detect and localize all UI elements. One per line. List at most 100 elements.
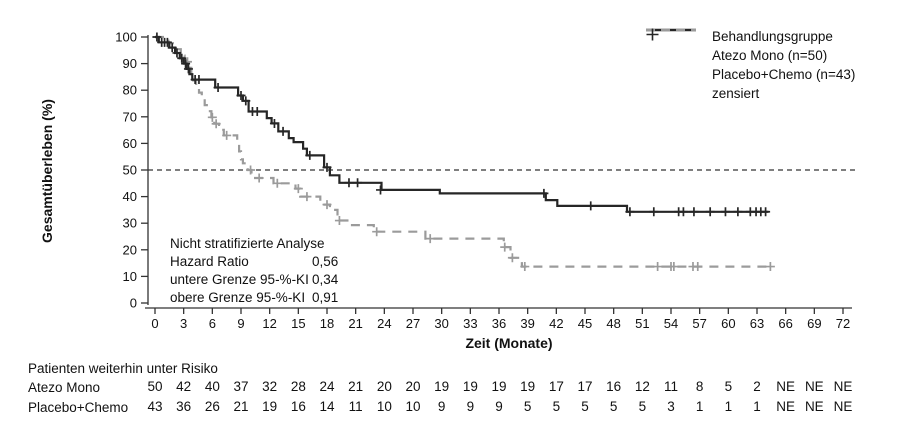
y-axis-title: Gesamtüberleben (%) — [39, 99, 55, 243]
risk-table-title: Patienten weiterhin unter Risiko — [28, 361, 218, 376]
censor-mark — [669, 262, 679, 272]
x-tick-label: 72 — [836, 316, 850, 331]
analysis-annotation: Nicht stratifizierte Analyse Hazard Rati… — [170, 235, 338, 307]
censor-mark — [278, 126, 288, 136]
censor-mark — [213, 83, 223, 93]
risk-count-placebo: 11 — [349, 399, 363, 414]
risk-count-placebo: 10 — [405, 399, 420, 414]
risk-count-placebo: 5 — [639, 399, 647, 414]
risk-count-atezo: 19 — [520, 379, 535, 394]
y-tick-label: 50 — [123, 163, 137, 178]
censor-mark — [649, 207, 659, 217]
risk-count-placebo: 3 — [667, 399, 675, 414]
risk-count-placebo: 1 — [725, 399, 733, 414]
x-tick-label: 24 — [377, 316, 391, 331]
censor-mark — [183, 64, 193, 74]
x-tick-label: 12 — [262, 316, 276, 331]
placebo-chemo-curve — [155, 35, 774, 268]
risk-count-placebo: 1 — [696, 399, 704, 414]
risk-count-placebo: 36 — [176, 399, 191, 414]
censor-mark — [500, 242, 510, 252]
x-tick-label: 63 — [750, 316, 764, 331]
censor-mark — [653, 262, 663, 272]
risk-count-atezo: 42 — [176, 379, 191, 394]
x-tick-label: 69 — [807, 316, 821, 331]
x-tick-label: 9 — [237, 316, 244, 331]
censor-mark — [586, 201, 596, 211]
censor-mark — [733, 207, 743, 217]
censor-mark — [507, 253, 517, 263]
censor-mark — [372, 227, 382, 237]
risk-count-atezo: 40 — [205, 379, 220, 394]
risk-count-atezo: 20 — [377, 379, 392, 394]
x-tick-label: 57 — [692, 316, 706, 331]
censor-mark — [152, 32, 162, 42]
censor-mark — [761, 207, 771, 217]
risk-count-placebo: 5 — [581, 399, 589, 414]
risk-count-atezo: 37 — [233, 379, 248, 394]
censor-mark — [302, 192, 312, 202]
censor-mark — [293, 184, 303, 194]
x-tick-label: 45 — [578, 316, 592, 331]
censor-mark — [353, 178, 363, 188]
atezo-mono-curve — [155, 35, 769, 213]
censor-mark — [376, 185, 386, 195]
y-tick-label: 40 — [123, 189, 137, 204]
risk-count-atezo: 19 — [491, 379, 506, 394]
x-tick-label: 48 — [606, 316, 620, 331]
x-tick-label: 30 — [434, 316, 448, 331]
censor-mark — [162, 37, 172, 47]
censor-mark — [269, 118, 279, 128]
risk-count-atezo: 11 — [664, 379, 678, 394]
annotation-title: Nicht stratifizierte Analyse — [170, 236, 325, 251]
x-tick-label: 54 — [664, 316, 678, 331]
x-tick-label: 39 — [520, 316, 534, 331]
risk-count-atezo: 50 — [147, 379, 162, 394]
censor-mark — [254, 173, 264, 183]
risk-count-atezo: 8 — [696, 379, 704, 394]
risk-count-atezo: 12 — [635, 379, 650, 394]
censor-mark — [520, 262, 530, 272]
censor-mark — [241, 96, 251, 106]
censor-mark — [236, 91, 246, 101]
risk-count-atezo: 5 — [725, 379, 733, 394]
x-tick-label: 15 — [291, 316, 305, 331]
risk-count-atezo: 32 — [262, 379, 277, 394]
risk-count-placebo: 9 — [467, 399, 475, 414]
risk-count-placebo: NE — [776, 399, 795, 414]
censor-mark — [177, 53, 187, 63]
risk-count-placebo: 10 — [377, 399, 392, 414]
risk-count-atezo: 19 — [434, 379, 449, 394]
legend-title-row: Behandlungsgruppe — [645, 27, 855, 46]
risk-count-atezo: 21 — [348, 379, 363, 394]
censor-mark — [252, 106, 262, 116]
risk-count-placebo: 26 — [205, 399, 220, 414]
risk-count-placebo: 43 — [147, 399, 162, 414]
y-tick-label: 60 — [123, 136, 137, 151]
censor-mark — [720, 207, 730, 217]
legend-item-censored: zensiert — [645, 28, 855, 103]
x-tick-label: 66 — [778, 316, 792, 331]
y-tick-label: 30 — [123, 216, 137, 231]
risk-count-placebo: 5 — [610, 399, 618, 414]
censor-mark — [211, 119, 221, 129]
risk-count-placebo: 5 — [553, 399, 561, 414]
risk-count-atezo: 19 — [463, 379, 478, 394]
x-tick-label: 27 — [406, 316, 420, 331]
x-tick-label: 60 — [721, 316, 735, 331]
censor-mark — [678, 207, 688, 217]
risk-row-label-atezo: Atezo Mono — [28, 380, 101, 395]
censor-mark — [334, 216, 344, 226]
y-tick-label: 10 — [123, 269, 137, 284]
censor-mark — [207, 112, 217, 122]
censor-mark — [222, 130, 232, 140]
annotation-label-upper-ci: obere Grenze 95-%-KI — [170, 290, 306, 305]
censor-mark — [689, 207, 699, 217]
risk-count-placebo: 21 — [233, 399, 248, 414]
annotation-label-hr: Hazard Ratio — [170, 254, 249, 269]
y-tick-label: 90 — [123, 56, 137, 71]
risk-count-atezo: 20 — [405, 379, 420, 394]
y-tick-label: 20 — [123, 242, 137, 257]
censor-mark — [625, 207, 635, 217]
